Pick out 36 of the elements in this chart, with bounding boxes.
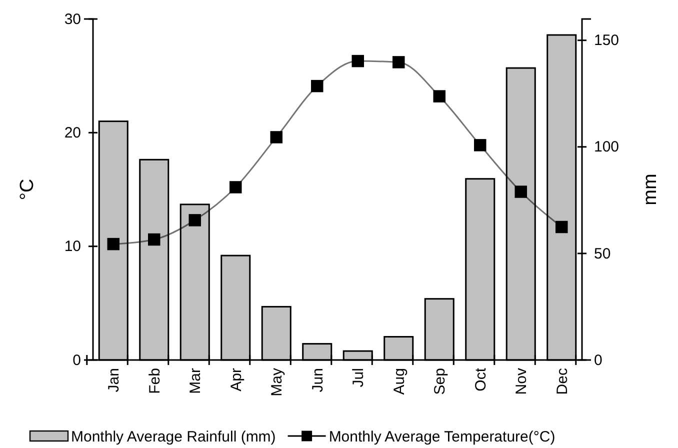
- x-tick-label: Oct: [472, 367, 490, 392]
- y-tick-label: 10: [64, 238, 81, 256]
- x-tick-label: Jun: [309, 368, 326, 392]
- point: [474, 139, 486, 152]
- x-tick-label: Aug: [390, 368, 408, 395]
- point: [107, 238, 120, 250]
- point: [188, 214, 201, 226]
- y-tick-label: 20: [64, 124, 81, 142]
- point: [556, 220, 568, 234]
- point: [148, 233, 160, 246]
- y2-tick-label: 150: [594, 32, 620, 50]
- y-tick-label: 0: [72, 352, 81, 369]
- x-tick-label: Nov: [513, 368, 530, 395]
- y-axis-title: °C: [17, 178, 38, 200]
- point: [270, 131, 282, 144]
- point: [514, 186, 527, 198]
- point: [311, 80, 324, 92]
- x-tick-label: Jan: [106, 368, 123, 392]
- x-tick-label: Feb: [146, 368, 164, 394]
- point: [230, 181, 242, 194]
- point: [352, 54, 364, 68]
- x-tick-label: Sep: [432, 368, 449, 395]
- x-tick-label: Dec: [554, 368, 571, 395]
- legend-label: Monthly Average Temperature(°C): [328, 428, 556, 446]
- legend-label: Monthly Average Rainfull (mm): [71, 428, 276, 446]
- x-tick-label: Mar: [187, 368, 204, 394]
- y2-tick-label: 50: [594, 245, 611, 262]
- y-tick-label: 30: [64, 10, 81, 28]
- point: [392, 56, 405, 68]
- x-tick-label: Jul: [350, 368, 368, 388]
- y2-tick-label: 0: [594, 352, 602, 369]
- x-tick-label: Apr: [228, 368, 245, 392]
- point: [433, 90, 446, 102]
- x-tick-label: May: [268, 368, 286, 396]
- y2-axis-title: mm: [640, 174, 661, 206]
- y2-tick-label: 100: [594, 138, 620, 156]
